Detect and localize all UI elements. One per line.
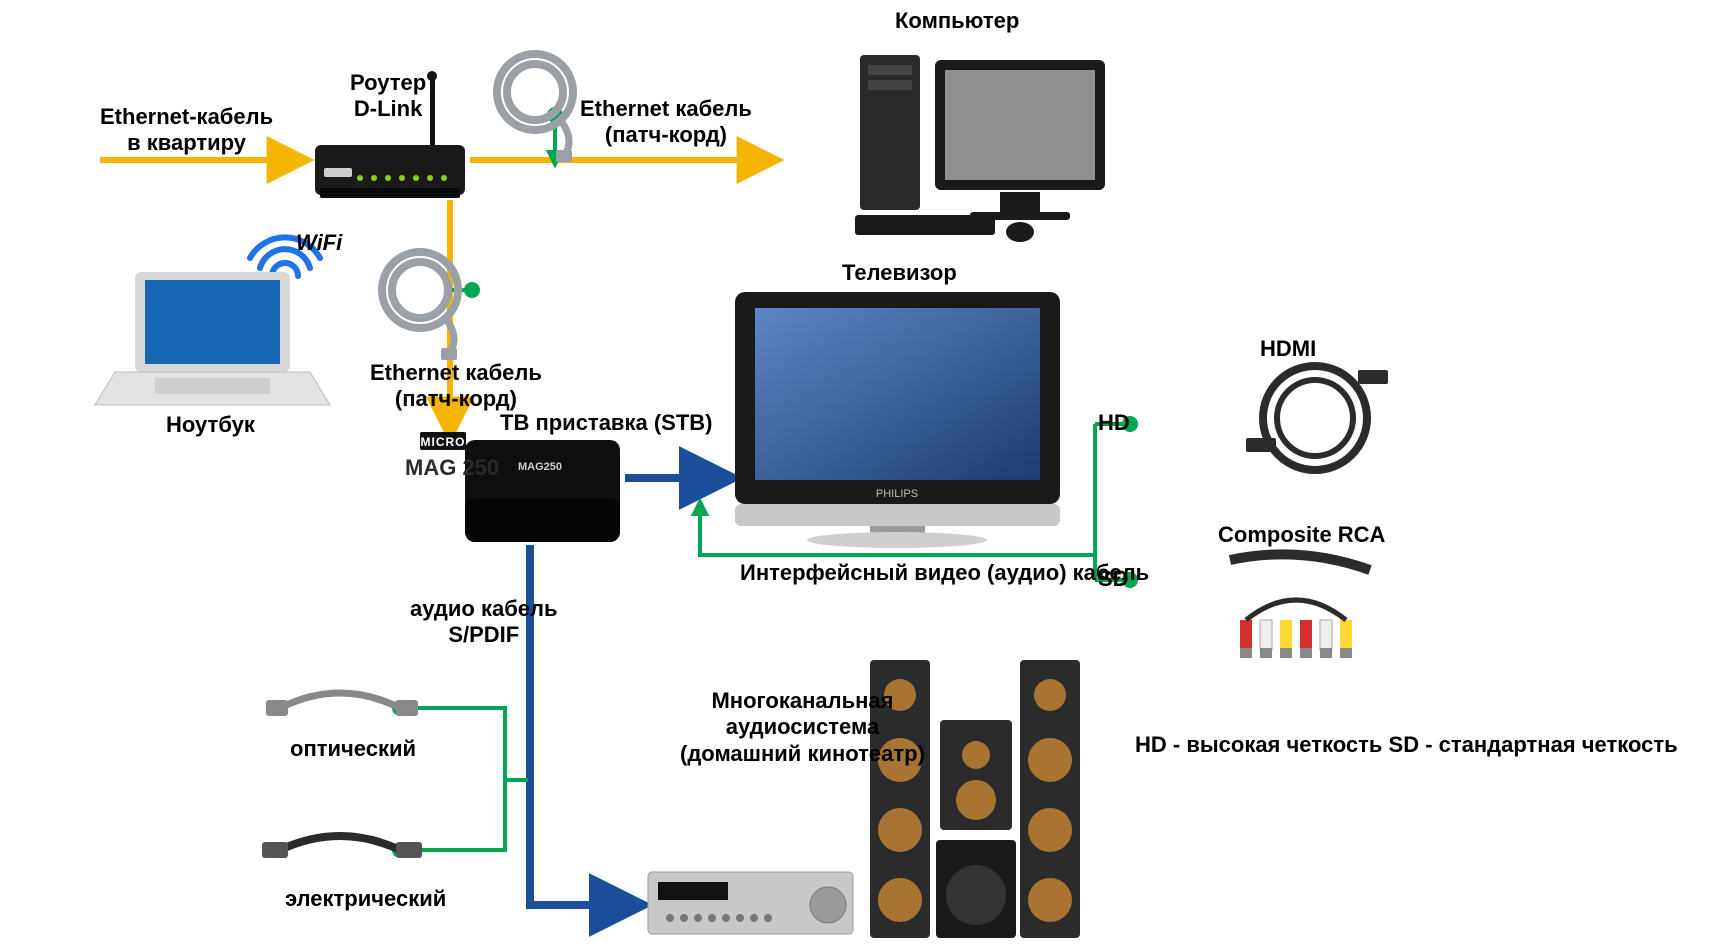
optical-cable-icon: [266, 693, 418, 716]
computer-icon: [855, 55, 1105, 242]
ethernet-coil-1-icon: [497, 54, 573, 162]
label-ethernet-in: Ethernet-кабель в квартиру: [100, 104, 273, 157]
stb-icon: MAG250 MAG 250 MICRO: [405, 432, 620, 542]
svg-text:MAG250: MAG250: [518, 461, 562, 473]
label-computer: Компьютер: [895, 8, 1019, 34]
ethernet-coil-2-icon: [382, 252, 458, 360]
label-composite: Composite RCA: [1218, 522, 1385, 548]
label-home-theater: Многоканальная аудиосистема (домашний ки…: [680, 688, 925, 767]
label-tv: Телевизор: [842, 260, 957, 286]
label-hdmi: HDMI: [1260, 336, 1316, 362]
stb-badge-text: MICRO: [421, 435, 466, 449]
label-optical: оптический: [290, 736, 416, 762]
electrical-cable-icon: [262, 836, 422, 858]
rca-cable-icon: [1230, 554, 1370, 658]
hdmi-cable-icon: [1246, 366, 1388, 470]
label-wifi: WiFi: [296, 230, 342, 256]
label-laptop: Ноутбук: [166, 412, 255, 438]
label-ethernet-patch-1: Ethernet кабель (патч-корд): [580, 96, 752, 149]
stb-brand-text: MAG 250: [405, 455, 499, 480]
label-ethernet-patch-2: Ethernet кабель (патч-корд): [370, 360, 542, 413]
green-link-spdif: [394, 702, 528, 856]
label-stb: ТВ приставка (STB): [500, 410, 712, 436]
svg-text:PHILIPS: PHILIPS: [876, 488, 918, 500]
receiver-icon: [648, 872, 853, 934]
tv-icon: PHILIPS: [735, 292, 1060, 548]
label-hd: HD: [1098, 410, 1130, 436]
label-electrical: электрический: [285, 886, 446, 912]
label-interface-cable: Интерфейсный видео (аудио) кабель: [740, 560, 1149, 586]
label-router: Роутер D-Link: [350, 70, 426, 123]
legend: HD - высокая четкость SD - стандартная ч…: [1135, 730, 1678, 760]
laptop-icon: [95, 272, 330, 405]
label-sd: SD: [1098, 566, 1129, 592]
label-audio-spdif: аудио кабель S/PDIF: [410, 596, 558, 649]
